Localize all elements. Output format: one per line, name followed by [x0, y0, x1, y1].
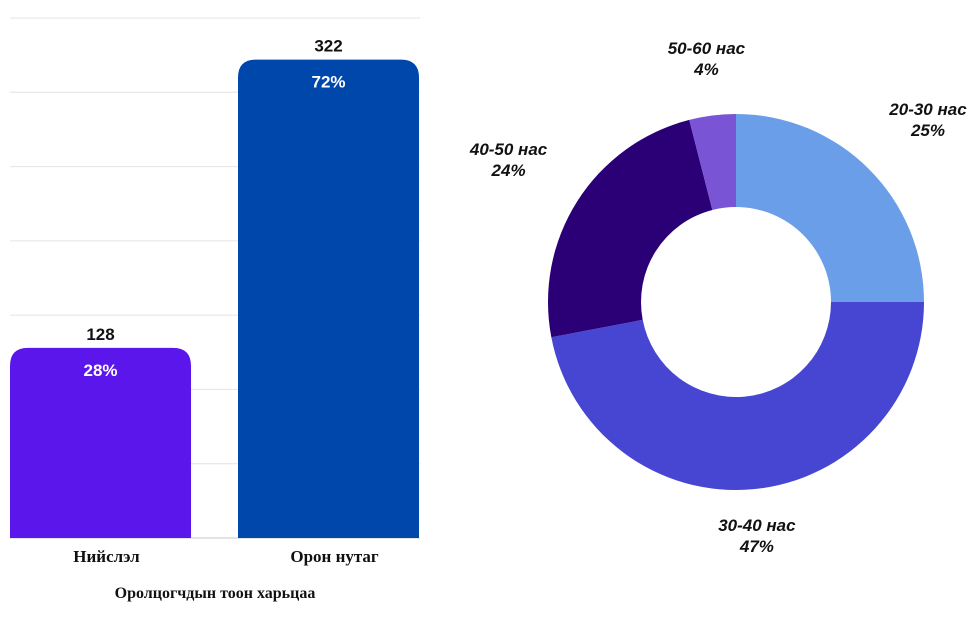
donut-slice-2	[548, 119, 713, 338]
age-group-donut-chart: 20-30 нас 25% 30-40 нас 47% 40-50 нас 24% 50-6…	[469, 39, 967, 556]
donut-slice-value: 24%	[491, 161, 526, 180]
donut-slice-1	[551, 302, 924, 490]
bar-category-label: Орон нутаг	[290, 547, 379, 566]
bar-percent-label: 28%	[83, 361, 117, 380]
donut-slice-value: 47%	[739, 537, 774, 556]
donut-labels: 20-30 нас 25% 30-40 нас 47% 40-50 нас 24% 50-6…	[469, 39, 967, 556]
bar-value-label: 128	[86, 325, 114, 344]
donut-slice-value: 4%	[693, 60, 719, 79]
donut-slice-3	[689, 114, 736, 210]
donut-slice-label: 30-40 нас	[718, 516, 796, 535]
donut-slice-0	[736, 114, 924, 302]
donut-slices	[548, 114, 924, 490]
bar-value-label: 322	[314, 37, 342, 56]
donut-slice-label: 20-30 нас	[888, 100, 967, 119]
bar-percent-label: 72%	[311, 73, 345, 92]
bar-category-label: Нийслэл	[73, 547, 140, 566]
donut-slice-value: 25%	[910, 121, 945, 140]
donut-slice-label: 50-60 нас	[668, 39, 746, 58]
donut-slice-label: 40-50 нас	[469, 140, 548, 159]
bar-0	[10, 347, 191, 538]
bar-marks: 128 28% Нийслэл 322 72% Орон нутаг	[10, 37, 419, 566]
participant-ratio-bar-chart: 128 28% Нийслэл 322 72% Орон нутаг Оролцогчды…	[10, 17, 420, 602]
bar-1	[238, 59, 419, 538]
bar-x-axis-title: Оролцогчдын тоон харьцаа	[115, 585, 316, 602]
